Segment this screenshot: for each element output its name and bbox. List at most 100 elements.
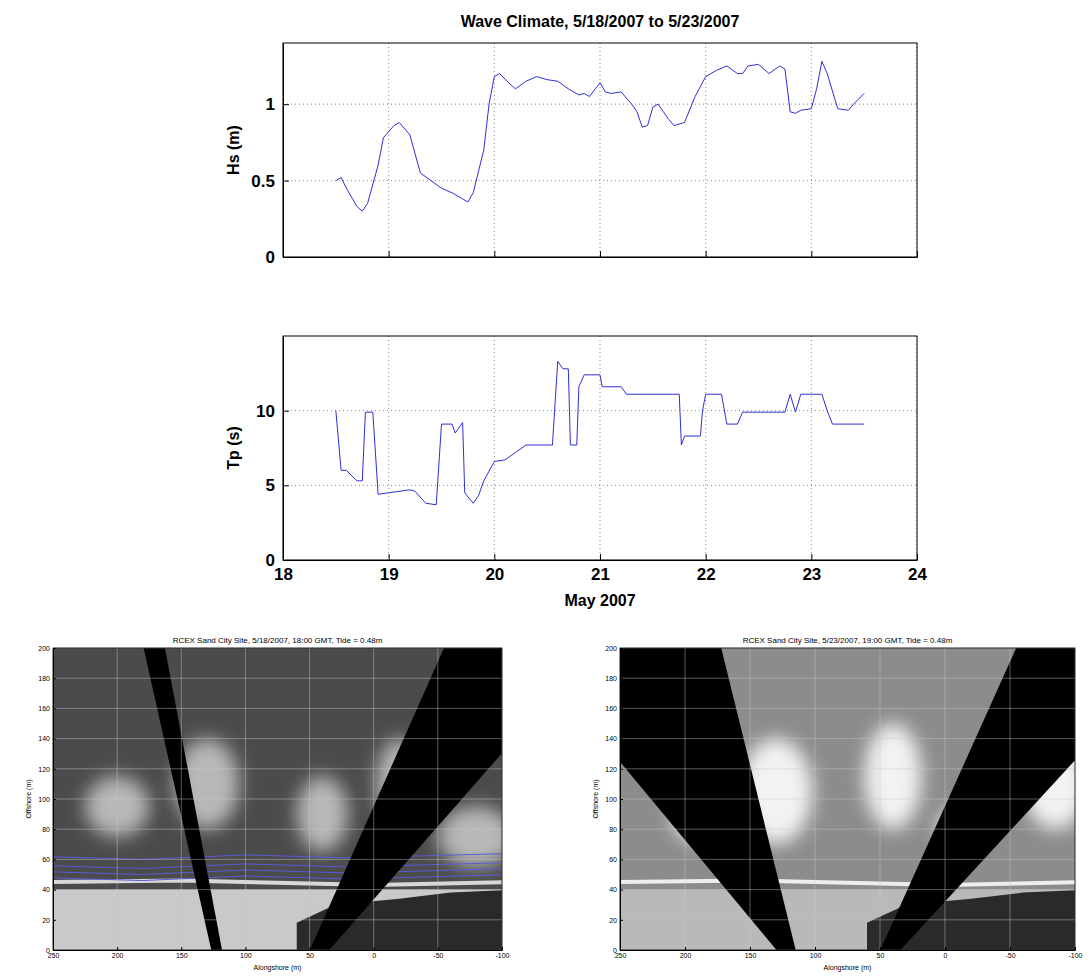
x-tick-mark: [706, 251, 707, 257]
y-tick-mark: [53, 769, 56, 770]
y-tick-label: 200: [38, 645, 50, 652]
y-grid-line: [53, 708, 502, 709]
x-axis: 18192021222324: [274, 554, 927, 584]
y-tick-label: 0: [266, 248, 275, 267]
x-tick-mark: [750, 947, 751, 950]
x-tick-mark: [706, 554, 707, 560]
y-tick-label: 180: [38, 675, 50, 682]
x-grid-line: [600, 336, 601, 560]
x-tick-mark: [1075, 947, 1076, 950]
plot-area: [336, 361, 864, 504]
plot-background: [283, 336, 917, 560]
line-chart: 0 0.5 1 Wave Climate, 5/18/2007 to 5/23/200…: [225, 13, 918, 267]
y-tick-mark: [53, 678, 56, 679]
y-grid-line: [53, 859, 502, 860]
y-tick: 0.5: [251, 172, 289, 191]
y-grid-line: [53, 829, 502, 830]
y-tick: 180: [38, 675, 56, 682]
contour-line: [53, 862, 502, 868]
y-tick-label: 1: [266, 95, 275, 114]
y-tick-label: 20: [42, 917, 50, 924]
x-tick-label: 50: [877, 952, 885, 959]
y-tick-label: 80: [609, 826, 617, 833]
y-tick-label: 60: [609, 856, 617, 863]
x-tick: [811, 251, 812, 257]
y-axis-line: [283, 337, 284, 561]
y-tick-mark: [283, 411, 289, 412]
line-chart: 181920212223240510Tp (s)May 2007: [225, 336, 927, 609]
y-grid-line: [620, 919, 1075, 920]
x-grid-line: [600, 43, 601, 257]
plot-background: [283, 43, 917, 257]
y-tick-label: 160: [38, 705, 50, 712]
x-tick-label: 150: [745, 952, 757, 959]
y-tick-label: 120: [38, 766, 50, 773]
y-axis-title: Offshore (m): [25, 779, 33, 818]
chart-title: Wave Climate, 5/18/2007 to 5/23/2007: [461, 13, 740, 30]
y-tick: 40: [609, 886, 623, 893]
y-tick: 20: [42, 917, 56, 924]
contour-line: [53, 868, 502, 874]
y-tick-label: 180: [605, 675, 617, 682]
y-tick-label: 0: [266, 551, 275, 570]
y-tick-mark: [620, 648, 623, 649]
image-area: [620, 648, 1075, 950]
x-axis-title: Alongshore (m): [824, 964, 872, 972]
x-tick-mark: [600, 251, 601, 257]
y-tick-mark: [283, 181, 289, 182]
y-tick-mark: [620, 739, 623, 740]
y-grid-line: [620, 859, 1075, 860]
y-grid-line: [283, 104, 917, 105]
y-tick: 1: [266, 95, 289, 114]
y-grid-line: [620, 799, 1075, 800]
y-tick-label: 100: [38, 796, 50, 803]
y-tick-label: 40: [42, 886, 50, 893]
y-tick-mark: [53, 648, 56, 649]
y-tick-label: 60: [42, 856, 50, 863]
x-tick-mark: [811, 251, 812, 257]
y-grid-line: [620, 708, 1075, 709]
x-tick-mark: [181, 947, 182, 950]
y-axis-title: Offshore (m): [592, 779, 600, 818]
y-tick: 60: [609, 856, 623, 863]
x-tick-mark: [600, 554, 601, 560]
figure: 0 0.5 1 Wave Climate, 5/18/2007 to 5/23/200…: [0, 0, 1091, 978]
y-grid-line: [620, 768, 1075, 769]
x-tick: -50: [1005, 947, 1015, 959]
y-grid-line: [283, 410, 917, 411]
data-line: [336, 361, 864, 504]
x-tick-mark: [310, 947, 311, 950]
y-axis-title: Hs (m): [225, 125, 242, 175]
x-tick: 50: [877, 947, 885, 959]
x-tick: 150: [745, 947, 757, 959]
y-grid-line: [620, 738, 1075, 739]
y-tick-label: 5: [266, 476, 275, 495]
y-tick: 180: [605, 675, 623, 682]
y-tick-label: 100: [605, 796, 617, 803]
x-tick-label: 23: [802, 565, 821, 584]
x-tick: -100: [1068, 947, 1082, 959]
y-tick: 80: [609, 826, 623, 833]
y-tick-mark: [620, 769, 623, 770]
y-grid-line: [620, 678, 1075, 679]
sand: [53, 890, 502, 950]
y-grid-line: [620, 889, 1075, 890]
y-tick: 120: [605, 766, 623, 773]
x-tick-label: 50: [306, 952, 314, 959]
x-tick-label: 18: [274, 565, 293, 584]
x-axis-line: [54, 950, 503, 951]
x-tick: 50: [306, 947, 314, 959]
y-axis: 0510: [256, 337, 289, 570]
y-tick: 5: [266, 476, 289, 495]
y-axis-line: [283, 44, 284, 258]
x-tick: -100: [495, 947, 509, 959]
x-tick: 200: [680, 947, 692, 959]
y-axis: 020406080100120140160180200: [605, 645, 623, 954]
y-tick: 160: [605, 705, 623, 712]
image-area: [53, 648, 502, 950]
x-tick: [494, 251, 495, 257]
data-line: [336, 61, 864, 211]
x-tick-mark: [1010, 947, 1011, 950]
image-panel: 250200150100500-50-100020406080100120140…: [592, 633, 1088, 972]
x-axis-title: Alongshore (m): [254, 964, 302, 972]
